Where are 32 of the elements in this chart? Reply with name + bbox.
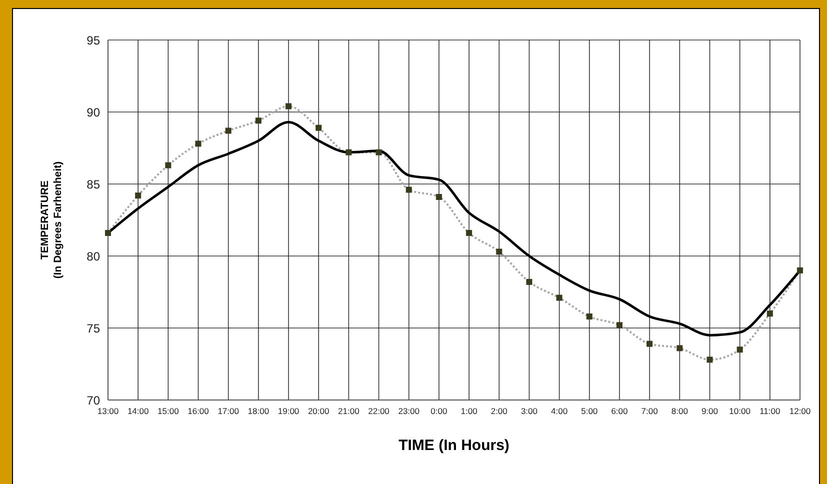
x-tick-label: 13:00: [97, 406, 119, 416]
x-tick-label: 16:00: [188, 406, 210, 416]
x-tick-label: 20:00: [308, 406, 330, 416]
y-tick-label: 90: [86, 105, 100, 120]
y-tick-label: 85: [86, 177, 100, 192]
x-tick-label: 7:00: [641, 406, 658, 416]
x-tick-label: 19:00: [278, 406, 300, 416]
x-tick-label: 8:00: [671, 406, 688, 416]
x-tick-label: 6:00: [611, 406, 628, 416]
x-tick-label: 10:00: [729, 406, 751, 416]
x-tick-label: 2:00: [490, 406, 508, 416]
y-axis-title: TEMPERATURE (In Degrees Farhenheit): [39, 161, 64, 279]
x-tick-label: 15:00: [158, 406, 180, 416]
x-tick-label: 23:00: [398, 406, 420, 416]
x-tick-label: 14:00: [127, 406, 149, 416]
x-tick-label: 4:00: [551, 406, 568, 416]
x-axis-title: TIME (In Hours): [398, 437, 510, 454]
y-tick-label: 75: [86, 321, 100, 336]
y-tick-label: 70: [86, 393, 100, 408]
x-tick-label: 1:00: [460, 406, 478, 416]
x-tick-label: 18:00: [248, 406, 270, 416]
x-tick-label: 22:00: [368, 406, 390, 416]
x-tick-label: 12:00: [789, 406, 811, 416]
x-tick-label: 17:00: [218, 406, 240, 416]
x-tick-label: 21:00: [338, 406, 360, 416]
y-tick-label: 80: [86, 249, 100, 264]
x-tick-label: 3:00: [520, 406, 538, 416]
y-tick-label: 95: [86, 33, 100, 48]
x-tick-label: 5:00: [581, 406, 598, 416]
x-tick-label: 11:00: [760, 406, 781, 416]
x-tick-label: 0:00: [430, 406, 448, 416]
x-tick-label: 9:00: [701, 406, 718, 416]
